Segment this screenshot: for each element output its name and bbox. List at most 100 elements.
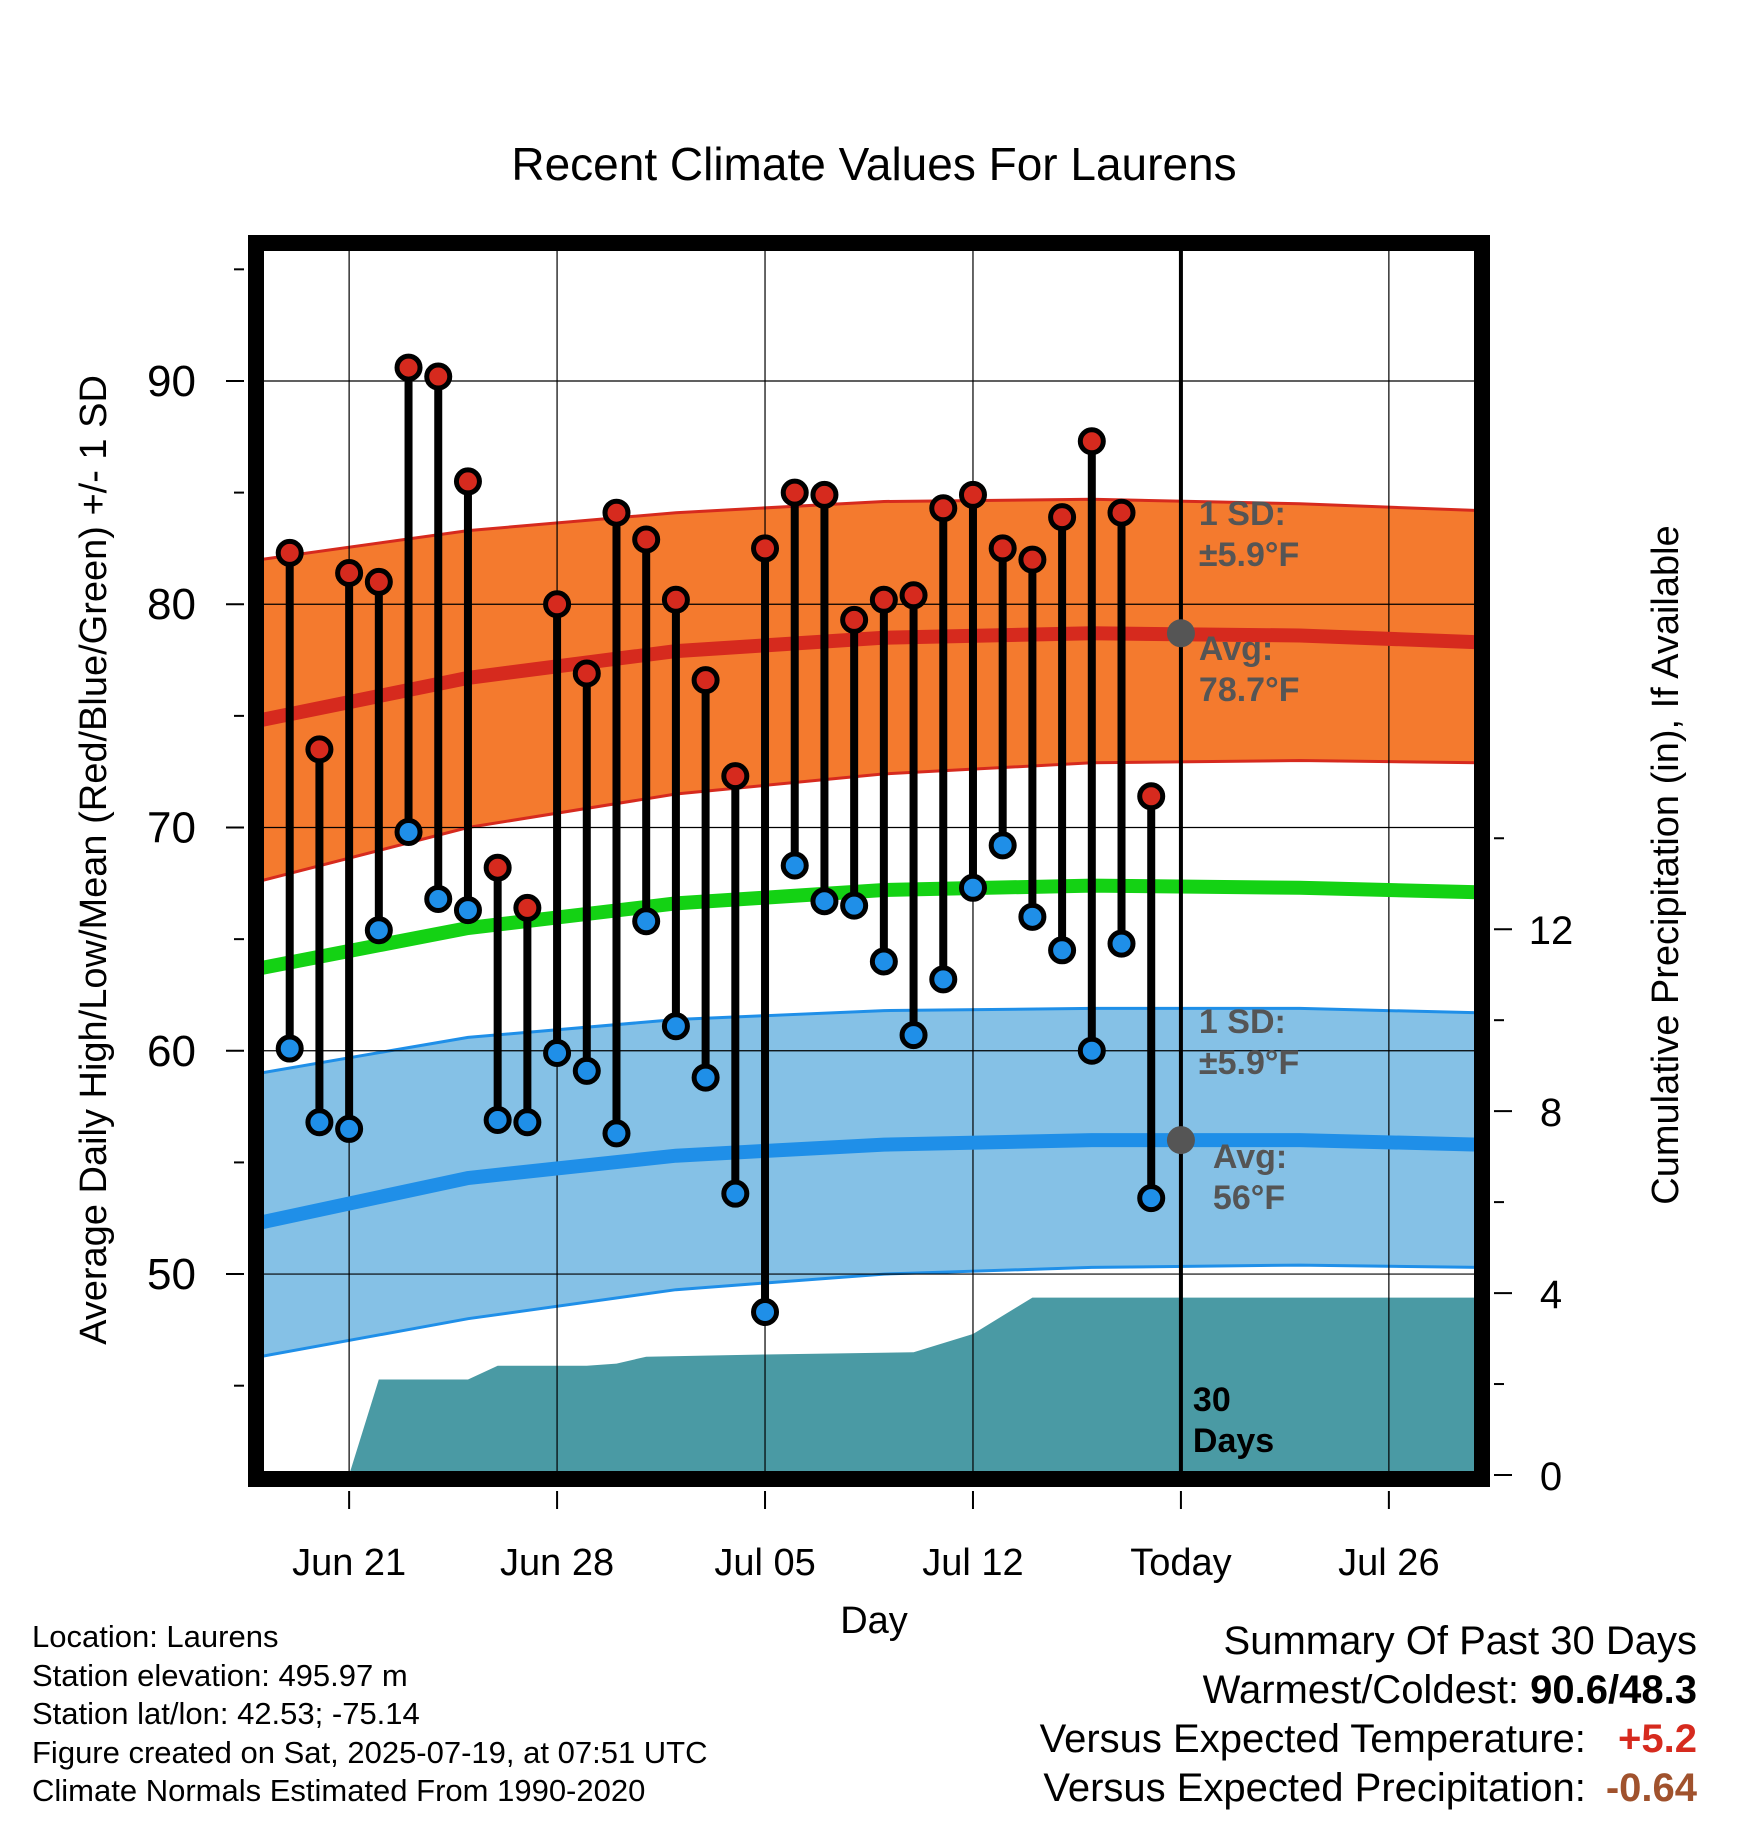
low-temp-point (899, 1021, 928, 1050)
chart-title: Recent Climate Values For Laurens (511, 138, 1236, 190)
days-label-line2: Days (1193, 1422, 1274, 1460)
precip-area (349, 1297, 1478, 1475)
today-low-avg-marker (1166, 1126, 1195, 1155)
summary-title: Summary Of Past 30 Days (1223, 1619, 1697, 1663)
x-tick-label: Jun 28 (500, 1542, 614, 1584)
summary-temp: Versus Expected Temperature: +5.2 (1040, 1715, 1697, 1764)
high-temp-point (513, 893, 542, 922)
y-axis-label: Average Daily High/Low/Mean (Red/Blue/Gr… (73, 375, 115, 1345)
low-temp-point (275, 1034, 304, 1063)
summary-panel: Summary Of Past 30 Days Warmest/Coldest:… (1040, 1617, 1697, 1813)
y-tick-label: 60 (147, 1027, 196, 1076)
low-temp-point (483, 1105, 512, 1134)
high-temp-point (602, 498, 631, 527)
high-sd-label-line2: ±5.9°F (1199, 536, 1299, 574)
low-temp-point (1048, 936, 1077, 965)
high-temp-point (275, 538, 304, 567)
warm-cold-label: Warmest/Coldest: (1202, 1668, 1520, 1712)
high-temp-point (424, 362, 453, 391)
high-temp-point (1107, 498, 1136, 527)
low-avg-label-line1: Avg: (1213, 1138, 1287, 1176)
y-tick-label: 90 (147, 357, 196, 406)
high-temp-point (483, 853, 512, 882)
y-tick-label: 70 (147, 804, 196, 853)
low-temp-point (632, 907, 661, 936)
y2-axis-label: Cumulative Precipitation (in), If Availa… (1645, 525, 1687, 1204)
normals-text: Climate Normals Estimated From 1990-2020 (32, 1773, 646, 1808)
y2-tick-label: 0 (1540, 1455, 1562, 1499)
station-info: Location: Laurens Station elevation: 495… (32, 1618, 708, 1811)
low-temp-point (929, 965, 958, 994)
high-temp-point (1048, 503, 1077, 532)
high-temp-point (988, 534, 1017, 563)
plot-frame (248, 235, 1490, 1487)
latlon-text: Station lat/lon: 42.53; -75.14 (32, 1696, 420, 1731)
high-temp-point (899, 581, 928, 610)
x-tick-label: Jun 21 (292, 1542, 406, 1584)
y-tick-label: 50 (147, 1250, 196, 1299)
low-temp-point (721, 1179, 750, 1208)
high-temp-point (1137, 782, 1166, 811)
low-temp-point (691, 1063, 720, 1092)
high-temp-point (751, 534, 780, 563)
days-label-line1: 30 (1193, 1381, 1231, 1419)
elevation-text: Station elevation: 495.97 m (32, 1657, 408, 1693)
temp-value: +5.2 (1618, 1717, 1697, 1761)
high-temp-point (335, 558, 364, 587)
location-text: Location: Laurens (32, 1619, 279, 1654)
high-temp-point (543, 590, 572, 619)
low-temp-point (543, 1039, 572, 1068)
high-temp-point (661, 585, 690, 614)
high-temp-point (572, 659, 601, 688)
low-temp-point (810, 887, 839, 916)
y-tick-label: 80 (147, 580, 196, 629)
low-temp-point (305, 1108, 334, 1137)
x-tick-label: Jul 26 (1338, 1542, 1439, 1584)
high-avg-label-line1: Avg: (1199, 630, 1273, 668)
low-temp-point (424, 884, 453, 913)
created-text: Figure created on Sat, 2025-07-19, at 07… (32, 1734, 708, 1770)
low-temp-point (335, 1114, 364, 1143)
high-temp-point (840, 605, 869, 634)
low-temp-point (1018, 902, 1047, 931)
high-temp-point (780, 478, 809, 507)
x-axis-label: Day (840, 1600, 908, 1642)
high-temp-point (691, 666, 720, 695)
warm-cold-value: 90.6/48.3 (1530, 1668, 1697, 1712)
x-tick-label: Jul 05 (714, 1542, 815, 1584)
y2-tick-label: 4 (1540, 1273, 1562, 1317)
precip-value: -0.64 (1605, 1766, 1697, 1810)
x-tick-label: Jul 12 (922, 1542, 1023, 1584)
high-temp-point (632, 525, 661, 554)
low-temp-point (988, 831, 1017, 860)
high-temp-point (929, 494, 958, 523)
low-avg-label-line2: 56°F (1213, 1179, 1285, 1217)
high-temp-point (364, 567, 393, 596)
y2-tick-label: 12 (1529, 909, 1574, 953)
low-temp-point (840, 891, 869, 920)
low-temp-point (958, 873, 987, 902)
low-temp-point (364, 916, 393, 945)
temp-label: Versus Expected Temperature: (1039, 1717, 1586, 1761)
low-temp-point (869, 947, 898, 976)
summary-precip: Versus Expected Precipitation: -0.64 (1040, 1764, 1697, 1813)
high-temp-point (869, 585, 898, 614)
high-temp-point (453, 467, 482, 496)
low-temp-point (513, 1108, 542, 1137)
high-temp-point (394, 353, 423, 382)
low-temp-point (572, 1056, 601, 1085)
today-high-avg-marker (1166, 619, 1195, 648)
y2-tick-label: 8 (1540, 1091, 1562, 1135)
low-temp-point (1137, 1184, 1166, 1213)
low-temp-point (751, 1298, 780, 1327)
low-temp-point (661, 1012, 690, 1041)
low-sd-label-line1: 1 SD: (1199, 1003, 1286, 1041)
high-avg-label-line2: 78.7°F (1199, 671, 1300, 709)
low-sd-label-line2: ±5.9°F (1199, 1044, 1299, 1082)
low-avg-line (260, 1133, 1478, 1230)
low-sd-band (260, 1008, 1478, 1357)
high-temp-point (958, 480, 987, 509)
